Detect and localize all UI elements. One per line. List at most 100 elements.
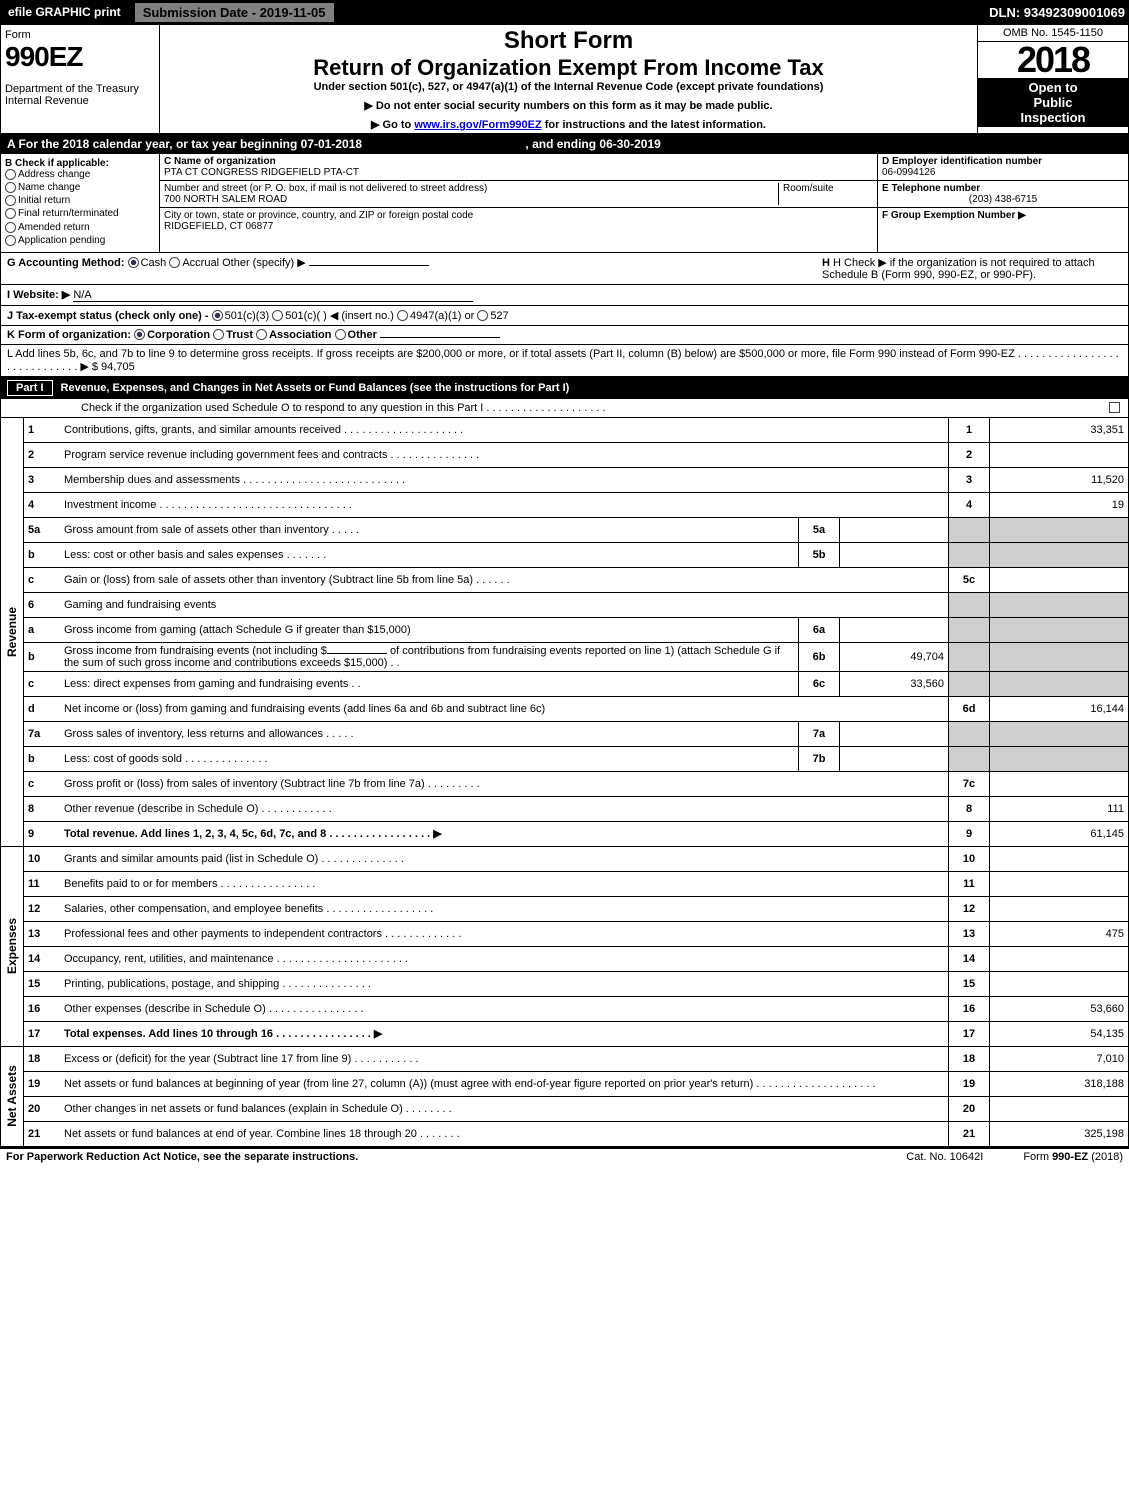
radio-cash[interactable] [128,257,139,268]
open3: Inspection [980,110,1126,125]
k-prefix: K Form of organization: [7,329,131,341]
submission-date-pill: Submission Date - 2019-11-05 [133,1,336,24]
revenue-tab-label: Revenue [5,607,19,657]
row-l: L Add lines 5b, 6c, and 7b to line 9 to … [1,345,1128,377]
radio-assoc[interactable] [256,329,267,340]
line-14: 14Occupancy, rent, utilities, and mainte… [24,946,1128,971]
part1-check: Check if the organization used Schedule … [1,399,1128,418]
city-value: RIDGEFIELD, CT 06877 [164,221,273,232]
c-label: C Name of organization [164,156,276,167]
d-label: D Employer identification number [882,156,1042,167]
row-k: K Form of organization: Corporation Trus… [1,326,1128,345]
line-12: 12Salaries, other compensation, and empl… [24,896,1128,921]
radio-527[interactable] [477,310,488,321]
line-6c: cLess: direct expenses from gaming and f… [24,671,1128,696]
line-9: 9Total revenue. Add lines 1, 2, 3, 4, 5c… [24,821,1128,846]
line-16: 16Other expenses (describe in Schedule O… [24,996,1128,1021]
line-21: 21Net assets or fund balances at end of … [24,1121,1128,1146]
addr-value: 700 NORTH SALEM ROAD [164,194,287,205]
chk-final-return-label: Final return/terminated [18,209,119,220]
radio-501c3[interactable] [212,310,223,321]
line-6d: dNet income or (loss) from gaming and fu… [24,696,1128,721]
part1-checkbox[interactable] [1109,402,1120,413]
line-5a: 5aGross amount from sale of assets other… [24,517,1128,542]
other-specify-field[interactable] [309,265,429,266]
revenue-section: Revenue 1Contributions, gifts, grants, a… [1,418,1128,847]
box-b: B Check if applicable: Address change Na… [1,154,160,252]
line-13: 13Professional fees and other payments t… [24,921,1128,946]
chk-address-change-label: Address change [18,169,90,180]
j-o1: 501(c)(3) [225,310,270,322]
k-o3: Association [269,329,331,341]
chk-final-return[interactable]: Final return/terminated [5,208,155,219]
line-5b: bLess: cost or other basis and sales exp… [24,542,1128,567]
footer-right-bold: 990-EZ [1052,1151,1088,1163]
footer-right: Form 990-EZ (2018) [1023,1151,1123,1163]
page-footer: For Paperwork Reduction Act Notice, see … [0,1149,1129,1165]
line-6: 6Gaming and fundraising events [24,592,1128,617]
tax-year: 2018 [978,42,1128,78]
expenses-tab-label: Expenses [5,918,19,974]
chk-initial-return-label: Initial return [18,195,70,206]
chk-initial-return[interactable]: Initial return [5,195,155,206]
radio-501c[interactable] [272,310,283,321]
under-section: Under section 501(c), 527, or 4947(a)(1)… [164,81,973,93]
box-c: C Name of organization PTA CT CONGRESS R… [160,154,877,252]
form-number: 990EZ [5,41,155,73]
city-label: City or town, state or province, country… [164,210,473,221]
expenses-section: Expenses 10Grants and similar amounts pa… [1,847,1128,1047]
chk-address-change[interactable]: Address change [5,169,155,180]
line-18: 18Excess or (deficit) for the year (Subt… [24,1047,1128,1072]
radio-accrual[interactable] [169,257,180,268]
box-d: D Employer identification number 06-0994… [878,154,1128,181]
line-7b: bLess: cost of goods sold . . . . . . . … [24,746,1128,771]
info-grid: B Check if applicable: Address change Na… [1,154,1128,253]
line-17: 17Total expenses. Add lines 10 through 1… [24,1021,1128,1046]
radio-trust[interactable] [213,329,224,340]
dept-irs: Internal Revenue [5,95,155,107]
k-other-field[interactable] [380,337,500,338]
line-10: 10Grants and similar amounts paid (list … [24,847,1128,872]
period-end: , and ending 06-30-2019 [525,137,660,151]
goto-pre: ▶ Go to [371,119,414,131]
line-19: 19Net assets or fund balances at beginni… [24,1071,1128,1096]
j-o4: 527 [490,310,508,322]
part1-check-text: Check if the organization used Schedule … [81,402,606,414]
l6b-desc1: Gross income from fundraising events (no… [64,645,327,657]
box-c-city: City or town, state or province, country… [160,208,877,234]
form-word: Form [5,29,155,41]
l6b-blank[interactable] [327,653,387,654]
chk-application-pending[interactable]: Application pending [5,235,155,246]
j-o3: 4947(a)(1) or [410,310,474,322]
netassets-tab: Net Assets [1,1047,24,1146]
part1-label: Part I [7,380,53,396]
footer-right-pre: Form [1023,1151,1052,1163]
addr-label: Number and street (or P. O. box, if mail… [164,183,487,194]
chk-amended-return[interactable]: Amended return [5,222,155,233]
l-text: L Add lines 5b, 6c, and 7b to line 9 to … [7,348,1119,373]
header-mid: Short Form Return of Organization Exempt… [160,25,977,133]
line-1: 1Contributions, gifts, grants, and simil… [24,418,1128,443]
line-6b: bGross income from fundraising events (n… [24,642,1128,671]
efile-label: efile GRAPHIC print [4,5,125,19]
box-c-addr: Number and street (or P. O. box, if mail… [160,181,877,208]
irs-link[interactable]: www.irs.gov/Form990EZ [414,119,541,131]
part1-header: Part I Revenue, Expenses, and Changes in… [1,377,1128,399]
radio-corp[interactable] [134,329,145,340]
box-b-title: B Check if applicable: [5,158,155,169]
dln-label: DLN: 93492309001069 [989,5,1125,20]
netassets-tab-label: Net Assets [5,1066,19,1128]
top-bar: efile GRAPHIC print Submission Date - 20… [0,0,1129,24]
k-o4: Other [348,329,377,341]
chk-name-change[interactable]: Name change [5,182,155,193]
expenses-table: 10Grants and similar amounts paid (list … [24,847,1128,1046]
e-label: E Telephone number [882,183,980,194]
accrual-label: Accrual [182,257,219,269]
row-i: I Website: ▶ N/A [1,285,1128,306]
line-6a: aGross income from gaming (attach Schedu… [24,617,1128,642]
radio-4947[interactable] [397,310,408,321]
period-begin: A For the 2018 calendar year, or tax yea… [7,137,362,151]
open-to-public-box: Open to Public Inspection [978,78,1128,127]
line-11: 11Benefits paid to or for members . . . … [24,871,1128,896]
radio-other-org[interactable] [335,329,346,340]
